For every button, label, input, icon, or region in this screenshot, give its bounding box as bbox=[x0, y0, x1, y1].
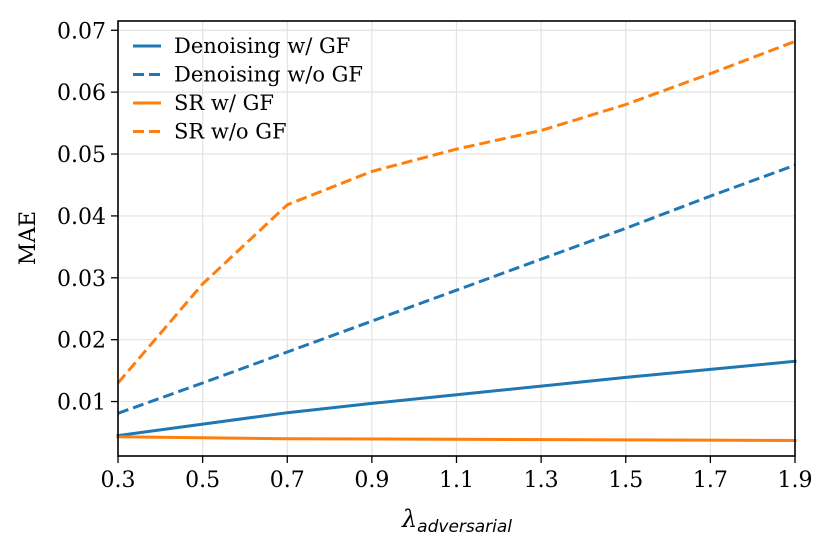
legend-label-sr-w-o-gf: SR w/o GF bbox=[174, 120, 287, 144]
legend-label-denoising-w-gf: Denoising w/ GF bbox=[174, 34, 350, 58]
x-axis-label: λadversarial bbox=[401, 505, 512, 537]
y-tick-label: 0.06 bbox=[57, 81, 106, 106]
y-tick-label: 0.05 bbox=[57, 143, 106, 168]
x-tick-label: 1.5 bbox=[608, 468, 643, 493]
legend: Denoising w/ GF Denoising w/o GF SR w/ GF S… bbox=[133, 34, 363, 144]
x-tick-label: 0.5 bbox=[185, 468, 220, 493]
y-tick-label: 0.03 bbox=[57, 267, 106, 292]
legend-label-sr-w-gf: SR w/ GF bbox=[174, 91, 274, 115]
legend-label-denoising-w-o-gf: Denoising w/o GF bbox=[174, 63, 363, 87]
x-axis-label-symbol: λ bbox=[401, 505, 417, 533]
y-axis-label: MAE bbox=[16, 211, 41, 265]
series-line-denoising-w-gf bbox=[116, 359, 797, 438]
y-tick-label: 0.07 bbox=[57, 19, 106, 44]
x-tick-label: 0.9 bbox=[354, 468, 389, 493]
x-tick-label: 1.3 bbox=[524, 468, 559, 493]
series-line-sr-w-o-gf bbox=[116, 39, 796, 384]
y-axis-ticks: 0.01 0.02 0.03 0.04 0.05 0.06 0.07 bbox=[57, 19, 118, 416]
y-tick-label: 0.02 bbox=[57, 329, 106, 354]
x-tick-label: 0.3 bbox=[101, 468, 136, 493]
grid bbox=[117, 21, 796, 456]
y-tick-label: 0.01 bbox=[57, 391, 106, 416]
x-tick-label: 1.1 bbox=[439, 468, 474, 493]
x-tick-label: 1.7 bbox=[693, 468, 728, 493]
series-line-sr-w-gf bbox=[116, 435, 797, 443]
x-tick-label: 0.7 bbox=[270, 468, 305, 493]
x-tick-label: 1.9 bbox=[778, 468, 813, 493]
x-axis-ticks: 0.3 0.5 0.7 0.9 1.1 1.3 1.5 1.7 1.9 bbox=[101, 456, 813, 493]
y-tick-label: 0.04 bbox=[57, 205, 106, 230]
x-axis-label-subscript: adversarial bbox=[417, 517, 512, 537]
series-lines bbox=[116, 39, 797, 443]
series-line-denoising-w-o-gf bbox=[117, 163, 796, 415]
